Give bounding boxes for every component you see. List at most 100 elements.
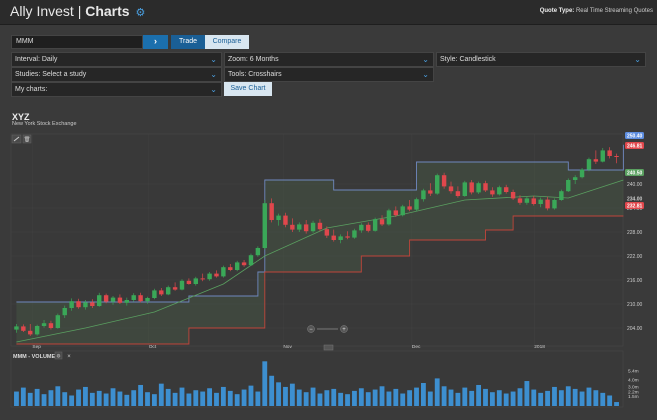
candle-body [83,302,88,308]
candle-body [269,203,274,220]
price-badge [625,169,644,176]
candle-body [159,290,164,295]
price-badge-label: 250.40 [627,134,643,140]
candle-body [524,198,530,203]
volume-bar [455,392,461,406]
quote-type-label: Quote Type: [539,8,575,14]
candle-body [476,183,481,193]
candle-body [69,301,74,308]
quote-type-value: Real Time Streaming Quotes [575,8,653,14]
volume-settings-button[interactable] [54,351,63,360]
price-panel [10,133,624,347]
candle-body [386,210,392,225]
interval-select[interactable]: Interval: Daily ⌄ [11,52,222,67]
zoom-in-button[interactable] [340,325,348,333]
candle-body [97,295,102,306]
price-tick-label: 240.00 [627,182,643,188]
volume-bar [379,386,385,406]
candle-body [572,177,578,180]
volume-bar [338,392,344,406]
candle-body [55,315,61,328]
candle-body [435,175,440,194]
brand-title: Ally Invest | Charts ⚙ [10,3,145,19]
chart-title: XYZ [12,112,30,122]
candle-body [310,222,316,232]
gear-icon: ⚙ [56,354,61,360]
save-chart-button[interactable]: Save Chart [224,82,272,96]
symbol-input[interactable]: MMM [11,35,143,49]
compare-button[interactable]: Compare [205,35,249,49]
volume-bar [41,394,47,406]
chevron-down-icon: ⌄ [210,70,217,79]
volume-bar [372,389,378,406]
volume-bar [69,395,75,406]
volume-bar [138,384,144,406]
trade-button[interactable]: Trade [171,35,205,49]
style-select[interactable]: Style: Candlestick ⌄ [436,52,646,67]
volume-bar [483,388,488,406]
volume-bar [365,392,371,406]
delete-tool-button[interactable] [22,134,32,144]
close-icon[interactable]: × [67,354,71,360]
chevron-down-icon: ⌄ [422,55,429,64]
candle-body [469,182,474,193]
candle-body [262,203,267,248]
studies-select[interactable]: Studies: Select a study ⌄ [11,67,222,82]
candle-body [193,278,198,284]
volume-bar [558,390,564,406]
volume-bar [614,402,619,406]
candle-body [421,190,426,200]
date-axis: Sep Oct Nov Dec 2018 [32,344,545,350]
go-button[interactable]: › [143,35,168,49]
chart-area: XYZ New York Stock Exchange 204.00 210.00… [0,106,657,420]
zoom-select[interactable]: Zoom: 6 Months ⌄ [224,52,434,67]
my-charts-select[interactable]: My charts: ⌄ [11,82,222,97]
price-chart[interactable]: 204.00 210.00 216.00 222.00 228.00 234.00 240.… [0,106,657,420]
candle-body [579,169,585,178]
candle-body [290,224,295,230]
volume-bar [124,394,130,406]
panel-resize-handle[interactable] [323,344,334,351]
candle-body [172,287,178,290]
candle-body [497,187,502,195]
candle-body [379,219,385,225]
tools-select[interactable]: Tools: Crosshairs ⌄ [224,67,434,82]
candle-body [510,192,516,199]
candle-body [34,326,40,335]
candle-body [483,183,488,191]
volume-bar [110,388,116,406]
volume-bar [103,393,109,406]
volume-bar [76,389,81,406]
exchange-name: New York Stock Exchange [12,121,77,127]
candle-body [103,295,109,302]
volume-bar [234,394,240,406]
brand-divider: | [77,3,86,19]
zoom-out-button[interactable] [307,325,315,333]
volume-bar [262,361,268,406]
upper-band-line [16,144,624,303]
chevron-down-icon: ⌄ [634,55,641,64]
volume-bar [476,384,482,406]
price-badge-label: 240.50 [627,171,643,177]
candle-body [186,280,192,284]
candle-body [552,200,557,209]
volume-tick-label: 2.2m [628,390,639,396]
volume-bar [165,388,171,406]
volume-bar [434,378,440,406]
gear-icon[interactable]: ⚙ [135,7,146,19]
candle-body [586,159,592,170]
candle-body [165,287,171,295]
volume-bar [214,392,219,406]
pencil-icon [13,136,20,142]
trash-icon: 🗑 [24,136,31,143]
volume-bar [441,386,447,406]
price-badge [625,142,644,149]
volume-bar [62,392,68,406]
candle-body [283,215,288,225]
volume-panel [10,350,624,408]
candle-body [207,273,212,280]
volume-bar [552,386,557,406]
band-fill [16,144,624,344]
candle-body [345,236,350,238]
